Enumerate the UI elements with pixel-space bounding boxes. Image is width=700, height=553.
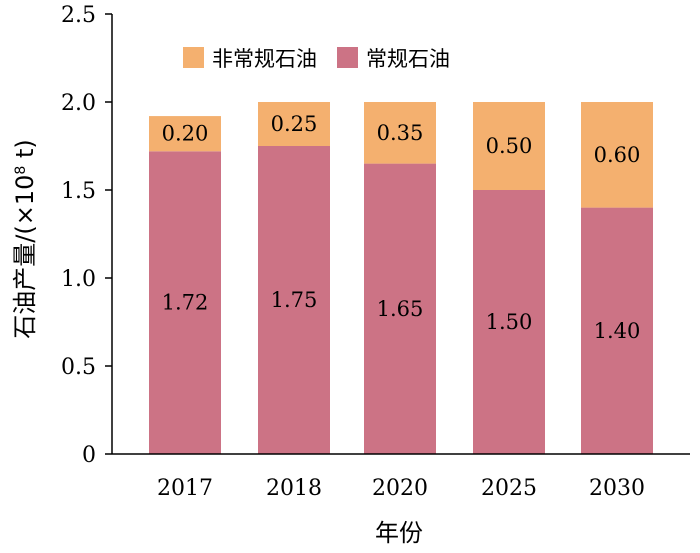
y-tick-label: 0	[82, 443, 96, 468]
bar-segment	[364, 163, 436, 454]
y-tick-label: 0.5	[61, 355, 96, 380]
y-tick-label: 1.5	[61, 179, 96, 204]
y-tick-label: 2.5	[61, 3, 96, 28]
x-tick-label: 2025	[481, 476, 537, 501]
legend-swatch	[183, 47, 204, 68]
legend-label: 非常规石油	[212, 47, 317, 71]
data-labels-group: 1.72 0.20 1.75 0.25 1.65 0.35 1.50 0.50 1.40 0.60	[162, 112, 641, 343]
y-axis-title-main: 石油产量/(×10	[11, 175, 39, 339]
bar-segment	[258, 146, 330, 454]
bar-segment	[149, 151, 221, 454]
data-label: 1.65	[377, 297, 424, 321]
bar-segment	[473, 190, 545, 454]
legend-label: 常规石油	[366, 47, 450, 71]
legend-swatch	[337, 47, 358, 68]
bars-group	[149, 102, 653, 454]
data-label: 1.50	[486, 310, 533, 334]
x-tick-label: 2018	[266, 476, 322, 501]
bar-segment	[473, 102, 545, 190]
data-label: 0.20	[162, 122, 209, 146]
data-label: 1.75	[271, 288, 318, 312]
x-tick-label: 2030	[589, 476, 645, 501]
x-tick-label: 2020	[372, 476, 428, 501]
bar-segment	[258, 102, 330, 146]
y-tick-label: 1.0	[61, 267, 96, 292]
x-axis-title: 年份	[375, 519, 423, 547]
data-label: 0.25	[271, 112, 318, 136]
y-axis-title-sup: 8	[13, 166, 29, 175]
data-label: 0.35	[377, 121, 424, 145]
data-label: 0.60	[594, 143, 641, 167]
data-label: 0.50	[486, 134, 533, 158]
bar-segment	[149, 116, 221, 152]
data-label: 1.40	[594, 319, 641, 343]
x-ticks-group: 2017 2018 2020 2025 2030	[157, 476, 645, 501]
legend: 非常规石油 常规石油	[183, 47, 450, 71]
bar-segment	[364, 102, 436, 164]
x-tick-label: 2017	[157, 476, 213, 501]
y-axis-title: 石油产量/(×108 t)	[11, 139, 39, 338]
axes-group	[111, 14, 690, 455]
bar-segment	[581, 207, 653, 454]
y-ticks-group: 0 0.5 1.0 1.5 2.0 2.5	[61, 3, 112, 468]
y-tick-label: 2.0	[61, 91, 96, 116]
data-label: 1.72	[162, 291, 209, 315]
bar-segment	[581, 102, 653, 208]
y-axis-title-end: t)	[11, 139, 39, 165]
